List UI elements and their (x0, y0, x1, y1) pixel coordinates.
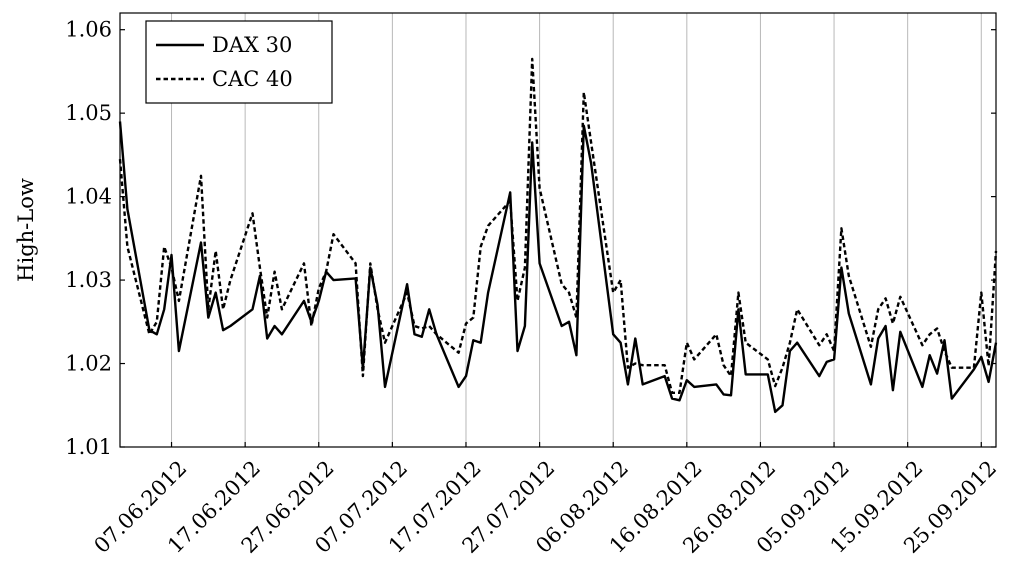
series-group (118, 57, 998, 414)
x-axis: 07.06.201217.06.201227.06.201207.07.2012… (89, 442, 1001, 558)
y-tick-label: 1.04 (65, 185, 112, 209)
legend: DAX 30 CAC 40 (145, 20, 333, 104)
y-tick-label: 1.02 (65, 352, 112, 376)
plot-frame (119, 12, 997, 448)
series-line-cac-40 (118, 57, 998, 394)
y-tick-label: 1.05 (65, 101, 112, 125)
legend-box (145, 20, 333, 104)
legend-label: DAX 30 (212, 33, 292, 57)
legend-label: CAC 40 (212, 67, 293, 91)
y-tick-label: 1.01 (65, 435, 112, 459)
y-axis-label: High-Low (14, 178, 38, 282)
y-tick-label: 1.03 (65, 268, 112, 292)
y-tick-label: 1.06 (65, 18, 112, 42)
y-axis: 1.01 1.02 1.03 1.04 1.05 1.06 (65, 18, 996, 459)
series-line-dax-30 (118, 121, 998, 414)
